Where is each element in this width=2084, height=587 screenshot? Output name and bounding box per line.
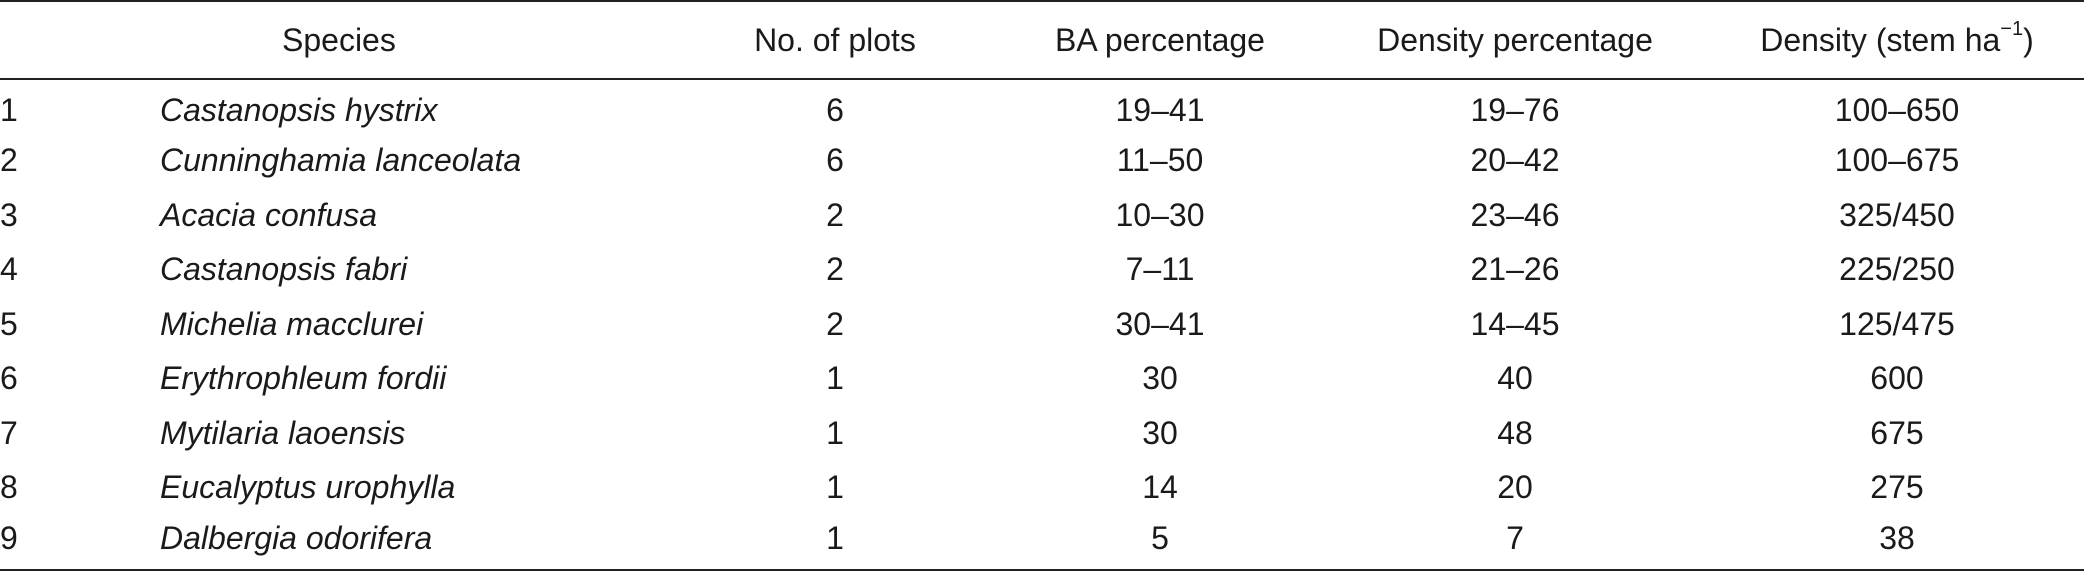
row-plots: 2 [826,196,844,233]
row-plots: 1 [826,469,844,506]
header-density-superscript: −1 [2000,17,2024,40]
row-ba-percentage: 30–41 [1115,305,1205,342]
row-plots: 1 [670,515,1000,571]
row-species: Castanopsis fabri [160,251,408,288]
row-number: 7 [0,414,18,451]
header-density-close: ) [2023,21,2034,58]
row-density: 225/250 [1839,251,1955,288]
row-plots: 2 [826,251,844,288]
row-number: 4 [0,251,18,288]
row-species: Eucalyptus urophylla [160,469,456,506]
table-row: 3 Acacia confusa 2 10–30 23–46 325/450 [0,188,2084,243]
row-density-percentage: 48 [1497,414,1533,451]
row-density-percentage: 20–42 [1470,142,1560,179]
row-number: 2 [0,142,18,179]
row-plots: 6 [826,142,844,179]
table-row: 6 Erythrophleum fordii 1 30 40 600 [0,352,2084,407]
row-number: 5 [0,305,18,342]
row-density-percentage: 20 [1497,469,1533,506]
row-density: 325/450 [1839,196,1955,233]
row-density-percentage: 14–45 [1470,305,1560,342]
row-density-percentage: 19–76 [1470,92,1560,129]
row-number: 1 [0,92,18,129]
table-header-row: Species No. of plots BA percentage Densi… [0,0,2084,80]
row-density-percentage: 40 [1497,360,1533,397]
row-density-percentage: 7 [1320,515,1710,571]
row-density: 675 [1870,414,1924,451]
row-species: Mytilaria laoensis [160,414,406,451]
table-row: 1 Castanopsis hystrix 6 19–41 19–76 100–… [0,79,2084,134]
row-ba-percentage: 11–50 [1116,142,1204,179]
row-ba-percentage: 30 [1142,414,1178,451]
row-density-percentage: 21–26 [1470,251,1560,288]
row-density-percentage: 23–46 [1470,196,1560,233]
row-number: 9 [0,515,150,571]
row-number: 6 [0,360,18,397]
table-row: 2 Cunninghamia lanceolata 6 11–50 20–42 … [0,134,2084,189]
row-plots: 1 [826,414,844,451]
row-species: Castanopsis hystrix [160,92,438,129]
row-density: 600 [1870,360,1924,397]
table-row: 5 Michelia macclurei 2 30–41 14–45 125/4… [0,297,2084,352]
row-ba-percentage: 7–11 [1125,251,1195,288]
header-density: Density (stem ha−1) [1710,0,2084,80]
row-ba-percentage: 5 [1000,515,1320,571]
row-number: 8 [0,469,18,506]
row-density: 125/475 [1839,305,1955,342]
row-density: 38 [1710,515,2084,571]
row-species: Dalbergia odorifera [150,515,670,571]
header-number [0,0,150,80]
header-plots: No. of plots [670,0,1000,80]
header-species: Species [150,0,670,80]
row-ba-percentage: 10–30 [1115,196,1205,233]
row-density: 100–675 [1834,142,1960,179]
row-species: Acacia confusa [160,196,378,233]
header-density-percentage: Density percentage [1320,0,1710,80]
row-density: 100–650 [1834,92,1960,129]
row-ba-percentage: 14 [1142,469,1178,506]
row-species: Michelia macclurei [160,305,424,342]
row-number: 3 [0,196,18,233]
header-ba-percentage: BA percentage [1000,0,1320,80]
row-plots: 1 [826,360,844,397]
table-row: 4 Castanopsis fabri 2 7–11 21–26 225/250 [0,243,2084,298]
species-table: Species No. of plots BA percentage Densi… [0,0,2084,571]
row-species: Erythrophleum fordii [160,360,447,397]
table-row: 9 Dalbergia odorifera 1 5 7 38 [0,515,2084,571]
table-row: 8 Eucalyptus urophylla 1 14 20 275 [0,461,2084,516]
row-ba-percentage: 30 [1142,360,1178,397]
header-density-text: Density (stem ha [1760,21,2001,58]
row-plots: 2 [826,305,844,342]
row-plots: 6 [826,92,844,129]
row-ba-percentage: 19–41 [1115,92,1205,129]
row-species: Cunninghamia lanceolata [160,142,522,179]
row-density: 275 [1870,469,1924,506]
table-row: 7 Mytilaria laoensis 1 30 48 675 [0,406,2084,461]
